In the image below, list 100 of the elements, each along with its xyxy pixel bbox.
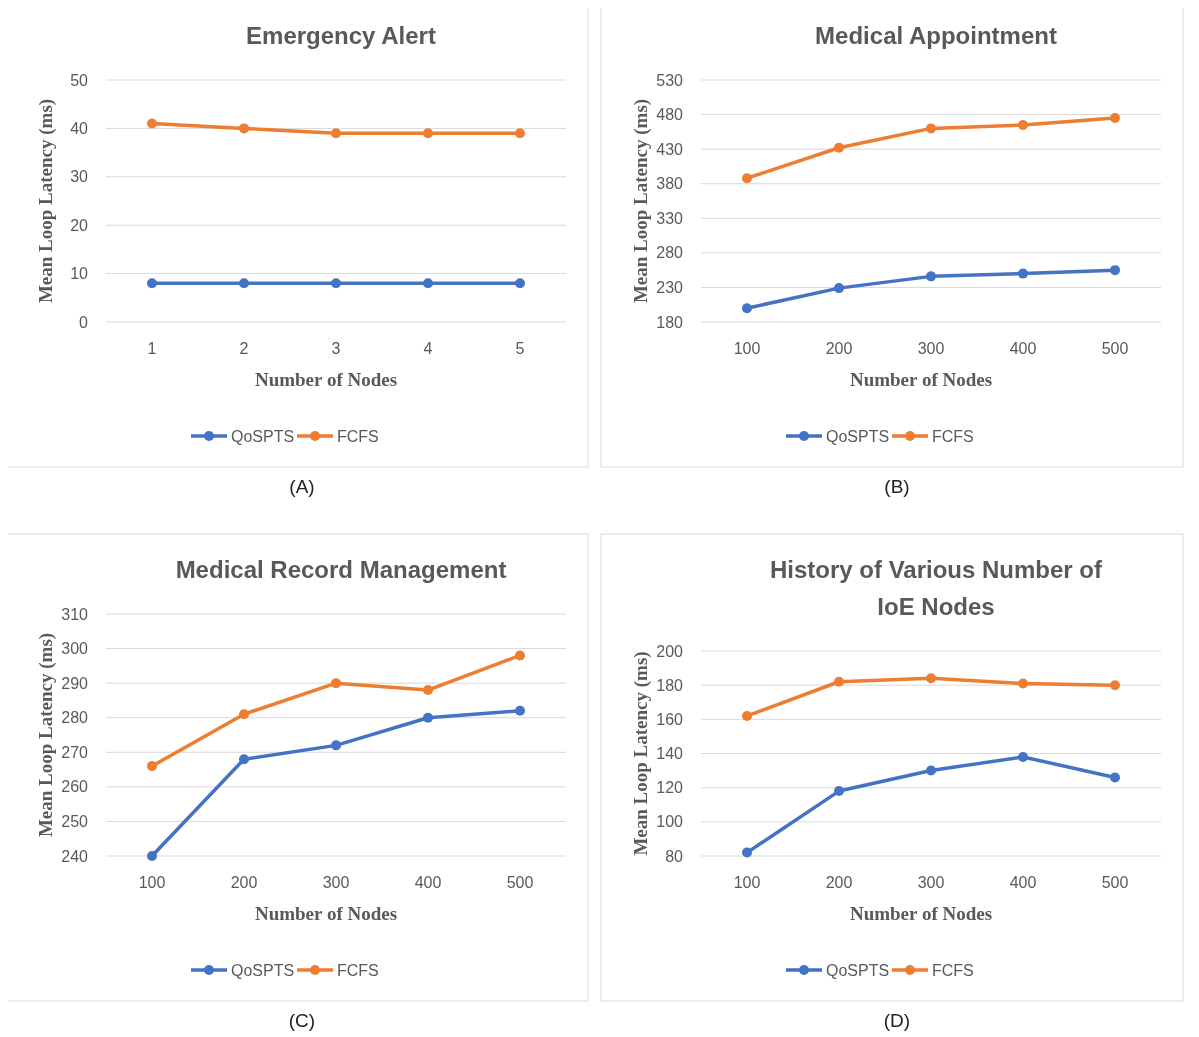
point (423, 712, 433, 723)
text: (D) (883, 1010, 911, 1031)
text: (A) (289, 476, 315, 497)
chart-title: History of Various Number of IoE Nodes (769, 556, 1104, 620)
y-tick-label: 80 (665, 847, 684, 865)
x-tick-label: 5 (515, 340, 525, 357)
legend-label: QoSPTS (231, 427, 295, 445)
y-tick-label: 160 (656, 710, 684, 728)
point (1018, 751, 1028, 762)
y-tick-label: 20 (70, 216, 89, 234)
y-tick-label: 200 (656, 642, 684, 660)
legend-label: FCFS (932, 961, 974, 979)
point (742, 303, 752, 314)
y-tick-label: 480 (656, 106, 684, 124)
legend-label: FCFS (337, 961, 379, 979)
y-axis-title: Mean Loop Latency (ms) (35, 632, 57, 838)
point (331, 740, 341, 751)
x-tick-label: 100 (733, 340, 761, 357)
x-tick-label: 200 (825, 874, 853, 891)
x-tick-label: 3 (331, 340, 341, 357)
point (515, 128, 525, 139)
y-tick-label: 300 (61, 640, 89, 658)
x-tick-label: 300 (917, 874, 945, 891)
point (331, 278, 341, 289)
point (926, 123, 936, 134)
text: (C) (288, 1010, 316, 1031)
point (834, 676, 844, 687)
x-tick-label: 200 (230, 874, 258, 891)
x-tick-label: 500 (506, 874, 534, 891)
point (147, 278, 157, 289)
x-axis-title: Number of Nodes (254, 369, 398, 390)
legend-label: FCFS (932, 427, 974, 445)
point (926, 765, 936, 776)
y-tick-label: 240 (61, 847, 89, 865)
point (331, 128, 341, 139)
point (1110, 113, 1120, 124)
y-tick-label: 290 (61, 674, 89, 692)
x-tick-label: 300 (917, 340, 945, 357)
legend-label: QoSPTS (826, 961, 890, 979)
y-tick-label: 10 (70, 265, 89, 283)
y-axis-title: Mean Loop Latency (ms) (35, 98, 57, 304)
x-axis-title: Number of Nodes (254, 903, 398, 924)
x-tick-label: 2 (239, 340, 249, 357)
x-tick-label: 100 (733, 874, 761, 891)
y-axis-title: Mean Loop Latency (ms) (630, 98, 652, 304)
point (239, 754, 249, 765)
x-tick-label: 400 (414, 874, 442, 891)
y-tick-label: 380 (656, 175, 684, 193)
chart-title: Medical Appointment (815, 22, 1057, 49)
y-tick-label: 260 (61, 778, 89, 796)
point (926, 271, 936, 282)
point (423, 278, 433, 289)
point (742, 710, 752, 721)
y-tick-label: 270 (61, 743, 89, 761)
point (834, 283, 844, 294)
chart-title: Medical Record Management (175, 556, 507, 583)
y-tick-label: 50 (70, 71, 89, 89)
point (515, 705, 525, 716)
point (926, 673, 936, 684)
y-tick-label: 330 (656, 209, 684, 227)
point (742, 847, 752, 858)
x-tick-label: 500 (1101, 340, 1129, 357)
y-tick-label: 250 (61, 813, 89, 831)
point (1110, 680, 1120, 691)
point (834, 786, 844, 797)
x-tick-label: 200 (825, 340, 853, 357)
point (423, 128, 433, 139)
point (147, 761, 157, 772)
text: (B) (884, 476, 910, 497)
y-tick-label: 230 (656, 279, 684, 297)
point (515, 650, 525, 661)
y-tick-label: 0 (79, 313, 89, 331)
y-tick-label: 310 (61, 605, 89, 623)
y-tick-label: 180 (656, 676, 684, 694)
y-tick-label: 140 (656, 745, 684, 763)
point (1110, 772, 1120, 783)
y-tick-label: 430 (656, 140, 684, 158)
x-tick-label: 300 (322, 874, 350, 891)
point (1110, 265, 1120, 276)
point (515, 278, 525, 289)
x-axis-title: Number of Nodes (849, 369, 993, 390)
x-tick-label: 400 (1009, 874, 1037, 891)
point (1018, 678, 1028, 689)
y-tick-label: 280 (61, 709, 89, 727)
point (742, 173, 752, 184)
legend-label: QoSPTS (826, 427, 890, 445)
y-tick-label: 180 (656, 313, 684, 331)
y-tick-label: 530 (656, 71, 684, 89)
point (423, 685, 433, 696)
x-tick-label: 400 (1009, 340, 1037, 357)
y-tick-label: 280 (656, 244, 684, 262)
y-tick-label: 40 (70, 120, 89, 137)
point (147, 118, 157, 129)
y-tick-label: 100 (656, 813, 684, 831)
legend-label: FCFS (337, 427, 379, 445)
y-axis-title: Mean Loop Latency (ms) (630, 651, 652, 856)
x-tick-label: 4 (423, 340, 433, 357)
point (239, 278, 249, 289)
point (147, 851, 157, 861)
point (239, 123, 249, 134)
